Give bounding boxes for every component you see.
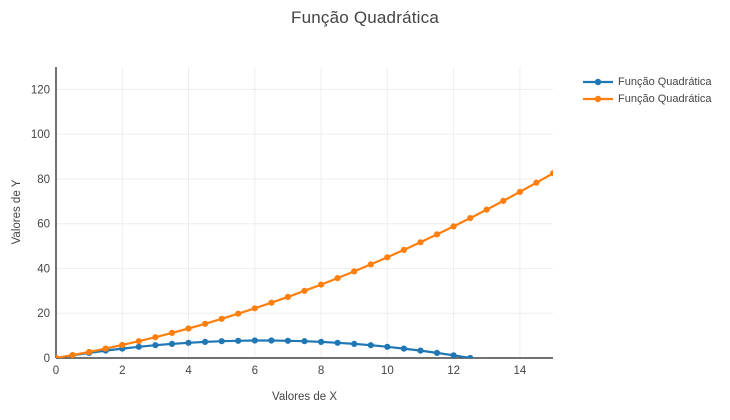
series-line-2 [56,172,553,358]
data-point-marker[interactable] [467,354,474,361]
data-point-marker[interactable] [384,343,391,350]
x-tick-label: 4 [185,365,192,377]
data-point-marker[interactable] [367,261,374,268]
data-point-marker[interactable] [301,338,308,345]
line-marker-icon [583,95,613,102]
data-point-marker[interactable] [516,188,524,195]
data-point-marker[interactable] [334,275,341,282]
legend-label: Função Quadrática [618,75,712,88]
data-point-marker[interactable] [185,325,192,332]
data-point-marker[interactable] [152,342,159,349]
data-point-marker[interactable] [102,345,109,352]
data-point-marker[interactable] [86,348,93,356]
data-point-marker[interactable] [318,338,325,345]
y-tick-label: 60 [37,219,50,231]
x-tick-label: 0 [53,365,59,377]
line-marker-icon [583,78,613,85]
data-point-marker[interactable] [251,337,258,344]
data-point-marker[interactable] [351,340,358,347]
data-point-marker[interactable] [235,337,242,344]
legend-label: Função Quadrática [618,92,712,105]
legend-item-series-2[interactable]: Função Quadrática [583,90,712,107]
y-tick-label: 120 [31,84,50,96]
data-point-marker[interactable] [500,361,506,367]
data-point-marker[interactable] [284,337,291,344]
data-point-marker[interactable] [533,179,540,186]
data-point-marker[interactable] [433,349,441,356]
y-tick-label: 80 [37,174,50,186]
data-point-marker[interactable] [53,354,60,361]
data-point-marker[interactable] [268,299,275,306]
data-point-marker[interactable] [185,339,192,346]
x-tick-label: 14 [513,365,526,377]
data-point-marker[interactable] [533,368,539,374]
data-point-marker[interactable] [500,197,507,204]
x-axis-title: Valores de X [272,391,337,403]
x-tick-label: 6 [252,365,258,377]
data-point-marker[interactable] [168,329,176,336]
data-point-marker[interactable] [268,337,275,344]
data-point-marker[interactable] [168,340,176,347]
data-point-marker[interactable] [235,310,242,317]
data-point-marker[interactable] [450,352,457,358]
data-point-marker[interactable] [400,345,407,352]
data-point-marker[interactable] [450,223,457,230]
data-point-marker[interactable] [334,339,341,346]
y-tick-label: 100 [31,129,50,141]
y-axis-title: Valores de Y [11,179,23,245]
data-point-marker[interactable] [417,239,424,246]
chart-title: Função Quadrática [291,8,439,27]
data-point-marker[interactable] [417,347,424,354]
legend: Função Quadrática Função Quadrática [583,73,712,107]
y-tick-label: 0 [44,353,50,365]
data-point-marker[interactable] [550,372,556,378]
data-point-marker[interactable] [119,341,126,349]
data-point-marker[interactable] [202,338,209,345]
data-point-marker[interactable] [135,343,142,350]
data-point-marker[interactable] [400,246,407,253]
data-point-marker[interactable] [218,338,225,345]
data-point-marker[interactable] [433,231,441,238]
data-point-marker[interactable] [301,287,308,294]
y-tick-label: 40 [37,263,50,275]
data-point-marker[interactable] [467,215,474,222]
data-point-marker[interactable] [484,357,490,364]
data-point-marker[interactable] [135,338,142,345]
data-point-marker[interactable] [284,293,291,300]
data-point-marker[interactable] [202,320,209,327]
data-point-marker[interactable] [152,334,159,341]
data-point-marker[interactable] [483,206,490,213]
data-point-marker[interactable] [69,352,76,358]
x-tick-label: 10 [381,365,394,377]
series-group-2 [53,170,556,361]
x-tick-label: 12 [447,365,460,377]
data-point-marker[interactable] [318,281,325,288]
y-tick-label: 20 [37,308,50,320]
data-point-marker[interactable] [351,268,358,275]
data-point-marker[interactable] [367,342,374,349]
x-tick-label: 2 [119,365,125,377]
data-point-marker[interactable] [384,254,391,261]
data-point-marker[interactable] [549,170,556,177]
data-point-marker[interactable] [218,315,225,322]
data-point-marker[interactable] [251,305,258,312]
x-tick-label: 8 [318,365,324,377]
legend-item-series-1[interactable]: Função Quadrática [583,73,712,90]
